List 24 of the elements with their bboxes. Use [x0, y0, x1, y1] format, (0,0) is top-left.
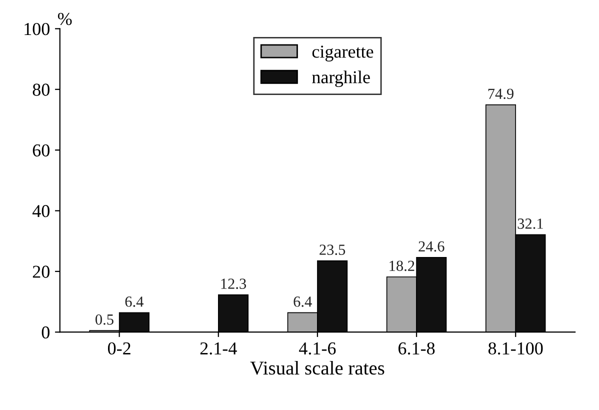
x-tick-label: 6.1-8 [398, 342, 435, 355]
y-tick-label: 0 [42, 326, 50, 339]
data-label: 6.4 [294, 296, 312, 307]
y-tick-label: 20 [32, 266, 50, 278]
x-tick-label: 2.1-4 [200, 342, 237, 355]
x-tick-label: 0-2 [108, 342, 130, 355]
y-tick-label: 80 [32, 84, 50, 96]
data-label: 24.6 [418, 241, 444, 252]
data-label: 18.2 [390, 260, 414, 272]
data-label: 12.3 [221, 278, 246, 289]
legend-label: cigarette [312, 46, 374, 62]
data-label: 0.5 [96, 314, 114, 325]
y-tick-label: 60 [32, 144, 50, 156]
x-axis-title: Visual scale rates [250, 360, 384, 375]
y-tick-label: 40 [32, 204, 50, 218]
x-tick-label: 8.1-100 [488, 342, 543, 355]
data-label: 6.4 [125, 296, 144, 307]
y-tick-label: 100 [24, 22, 50, 36]
data-label: 74.9 [488, 88, 514, 100]
data-label: 32.1 [518, 218, 543, 229]
y-axis-title: % [58, 12, 72, 26]
x-tick-label: 4.1-6 [299, 342, 336, 355]
legend-label: narghile [312, 70, 370, 88]
data-label: 23.5 [320, 244, 346, 255]
